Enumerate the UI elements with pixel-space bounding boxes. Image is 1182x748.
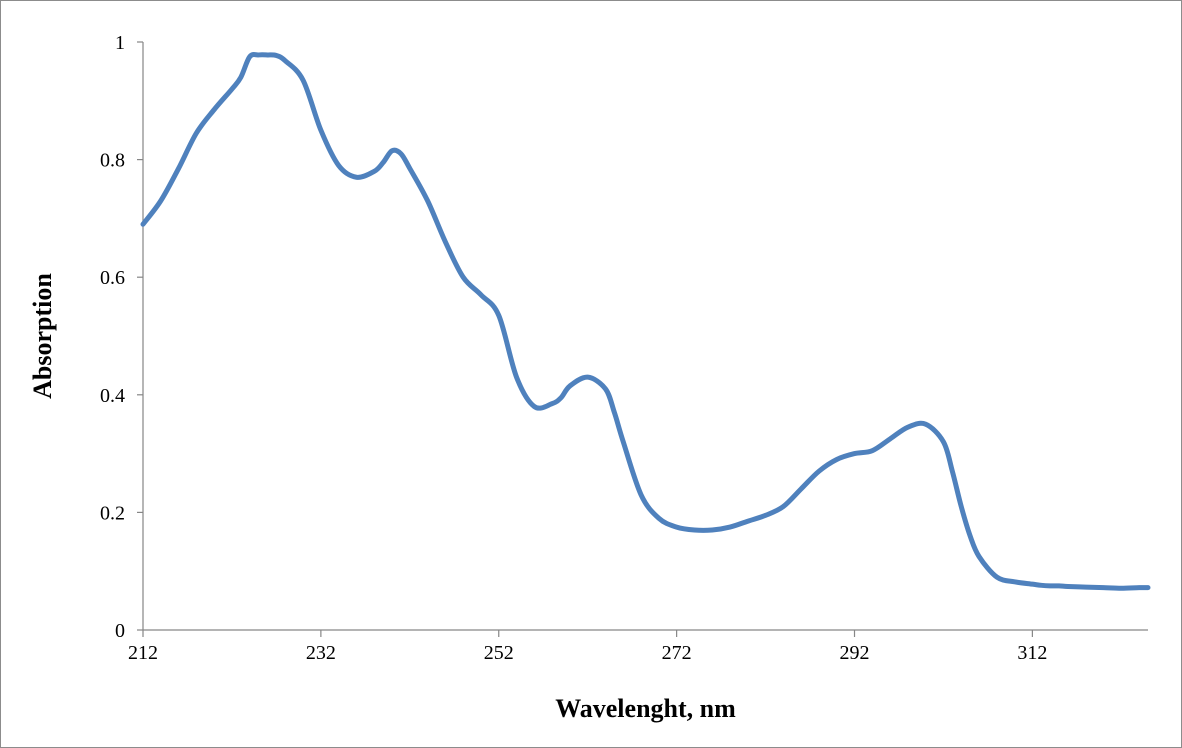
x-axis-title: Wavelenght, nm (555, 694, 736, 723)
x-tick-label: 252 (484, 642, 514, 664)
y-tick-label: 1 (115, 32, 125, 54)
tick-labels: 0 0.2 0.4 0.6 0.8 1 212 232 252 272 292 312 (100, 32, 1047, 664)
y-axis-title: Absorption (28, 273, 57, 399)
absorption-series-line (140, 52, 1151, 591)
x-tick-label: 312 (1017, 642, 1047, 664)
y-tick-label: 0.8 (100, 150, 125, 172)
axes (137, 41, 1148, 637)
y-tick-label: 0.2 (100, 502, 125, 524)
y-tick-label: 0.6 (100, 267, 125, 289)
x-tick-label: 272 (662, 642, 692, 664)
series-layer (140, 52, 1151, 591)
y-tick-label: 0.4 (100, 385, 125, 407)
y-tick-label: 0 (115, 620, 125, 642)
x-tick-label: 292 (840, 642, 870, 664)
x-tick-label: 212 (128, 642, 158, 664)
x-tick-label: 232 (306, 642, 336, 664)
